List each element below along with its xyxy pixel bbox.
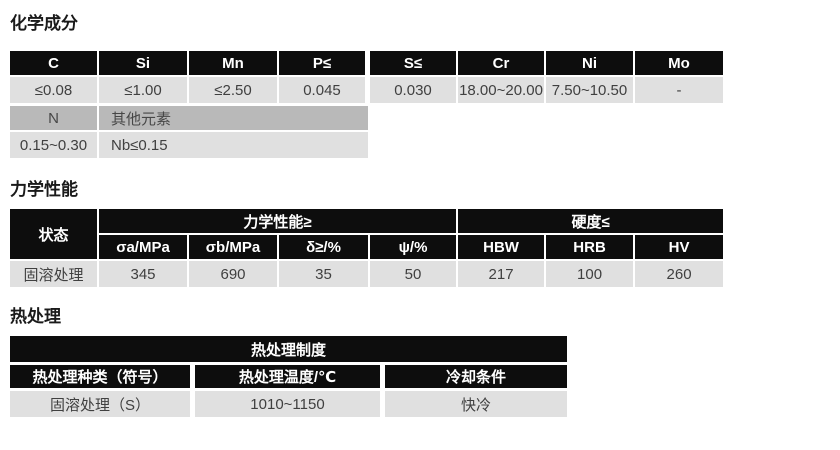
mech-header-hbw: HBW: [458, 235, 547, 261]
chem-value-s: 0.030: [370, 77, 458, 103]
chem-value-mo: -: [635, 77, 723, 103]
heat-header-temperature: 热处理温度/℃: [195, 365, 385, 391]
mech-value-state: 固溶处理: [10, 261, 99, 287]
mech-group-hardness: 硬度≤: [458, 209, 724, 235]
heat-treatment-table: 热处理制度 热处理种类（符号） 热处理温度/℃ 冷却条件 固溶处理（S） 101…: [10, 336, 568, 417]
chem-value-p: 0.045: [279, 77, 370, 103]
heat-treatment-section-title: 热处理: [10, 307, 61, 326]
chem-extra-header-other: 其他元素: [99, 106, 368, 132]
chemistry-section-title: 化学成分: [10, 14, 78, 33]
chem-extra-header-row: N 其他元素: [10, 106, 368, 132]
chem-value-cr: 18.00~20.00: [458, 77, 546, 103]
mech-group-header-row: 状态 力学性能≥ 硬度≤: [10, 209, 724, 261]
mech-header-psi: ψ/%: [370, 235, 459, 261]
chem-extra-value-other: Nb≤0.15: [99, 132, 368, 158]
mech-group-mechanical: 力学性能≥: [99, 209, 459, 235]
chem-extra-value-row: 0.15~0.30 Nb≤0.15: [10, 132, 368, 158]
mechanical-section-title: 力学性能: [10, 180, 78, 199]
mech-header-state: 状态: [10, 209, 99, 261]
heat-value-row: 固溶处理（S） 1010~1150 快冷: [10, 391, 568, 417]
mechanical-properties-table: 状态 力学性能≥ 硬度≤ σa/MPa σb/MPa δ≥/% ψ/% HBW …: [10, 209, 724, 287]
heat-header-type: 热处理种类（符号）: [10, 365, 195, 391]
heat-group-header: 热处理制度: [10, 336, 568, 365]
mech-header-hv: HV: [635, 235, 724, 261]
chem-header-cr: Cr: [458, 51, 546, 77]
mech-value-psi: 50: [370, 261, 459, 287]
chem-value-mn: ≤2.50: [189, 77, 279, 103]
chem-header-c: C: [10, 51, 99, 77]
heat-sub-header-row: 热处理种类（符号） 热处理温度/℃ 冷却条件: [10, 365, 568, 391]
chem-header-p: P≤: [279, 51, 370, 77]
mech-value-sigma-a: 345: [99, 261, 189, 287]
heat-value-cooling: 快冷: [385, 391, 568, 417]
chem-value-c: ≤0.08: [10, 77, 99, 103]
mech-value-hrb: 100: [546, 261, 636, 287]
chem-header-ni: Ni: [546, 51, 635, 77]
mech-header-hrb: HRB: [546, 235, 636, 261]
chem-extra-header-n: N: [10, 106, 99, 132]
mech-value-sigma-b: 690: [189, 261, 279, 287]
chem-value-ni: 7.50~10.50: [546, 77, 635, 103]
chem-header-mo: Mo: [635, 51, 723, 77]
chem-value-row: ≤0.08 ≤1.00 ≤2.50 0.045 0.030 18.00~20.0…: [10, 77, 723, 103]
chem-header-mn: Mn: [189, 51, 279, 77]
chem-header-si: Si: [99, 51, 189, 77]
chem-header-s: S≤: [370, 51, 458, 77]
chemical-composition-extra-table: N 其他元素 0.15~0.30 Nb≤0.15: [10, 106, 368, 158]
heat-group-header-row: 热处理制度: [10, 336, 568, 365]
mech-header-sigma-b: σb/MPa: [189, 235, 279, 261]
mech-sub-header-row: σa/MPa σb/MPa δ≥/% ψ/% HBW HRB HV: [10, 235, 724, 261]
mech-value-delta: 35: [279, 261, 370, 287]
mech-header-delta: δ≥/%: [279, 235, 370, 261]
mech-value-row: 固溶处理 345 690 35 50 217 100 260: [10, 261, 724, 287]
heat-value-temperature: 1010~1150: [195, 391, 385, 417]
chem-extra-value-n: 0.15~0.30: [10, 132, 99, 158]
heat-header-cooling: 冷却条件: [385, 365, 568, 391]
chemical-composition-table: C Si Mn P≤ S≤ Cr Ni Mo ≤0.08 ≤1.00 ≤2.50…: [10, 51, 723, 103]
mech-value-hv: 260: [635, 261, 724, 287]
chem-value-si: ≤1.00: [99, 77, 189, 103]
mech-value-hbw: 217: [458, 261, 547, 287]
chem-header-row: C Si Mn P≤ S≤ Cr Ni Mo: [10, 51, 723, 77]
mech-header-sigma-a: σa/MPa: [99, 235, 189, 261]
heat-value-type: 固溶处理（S）: [10, 391, 195, 417]
